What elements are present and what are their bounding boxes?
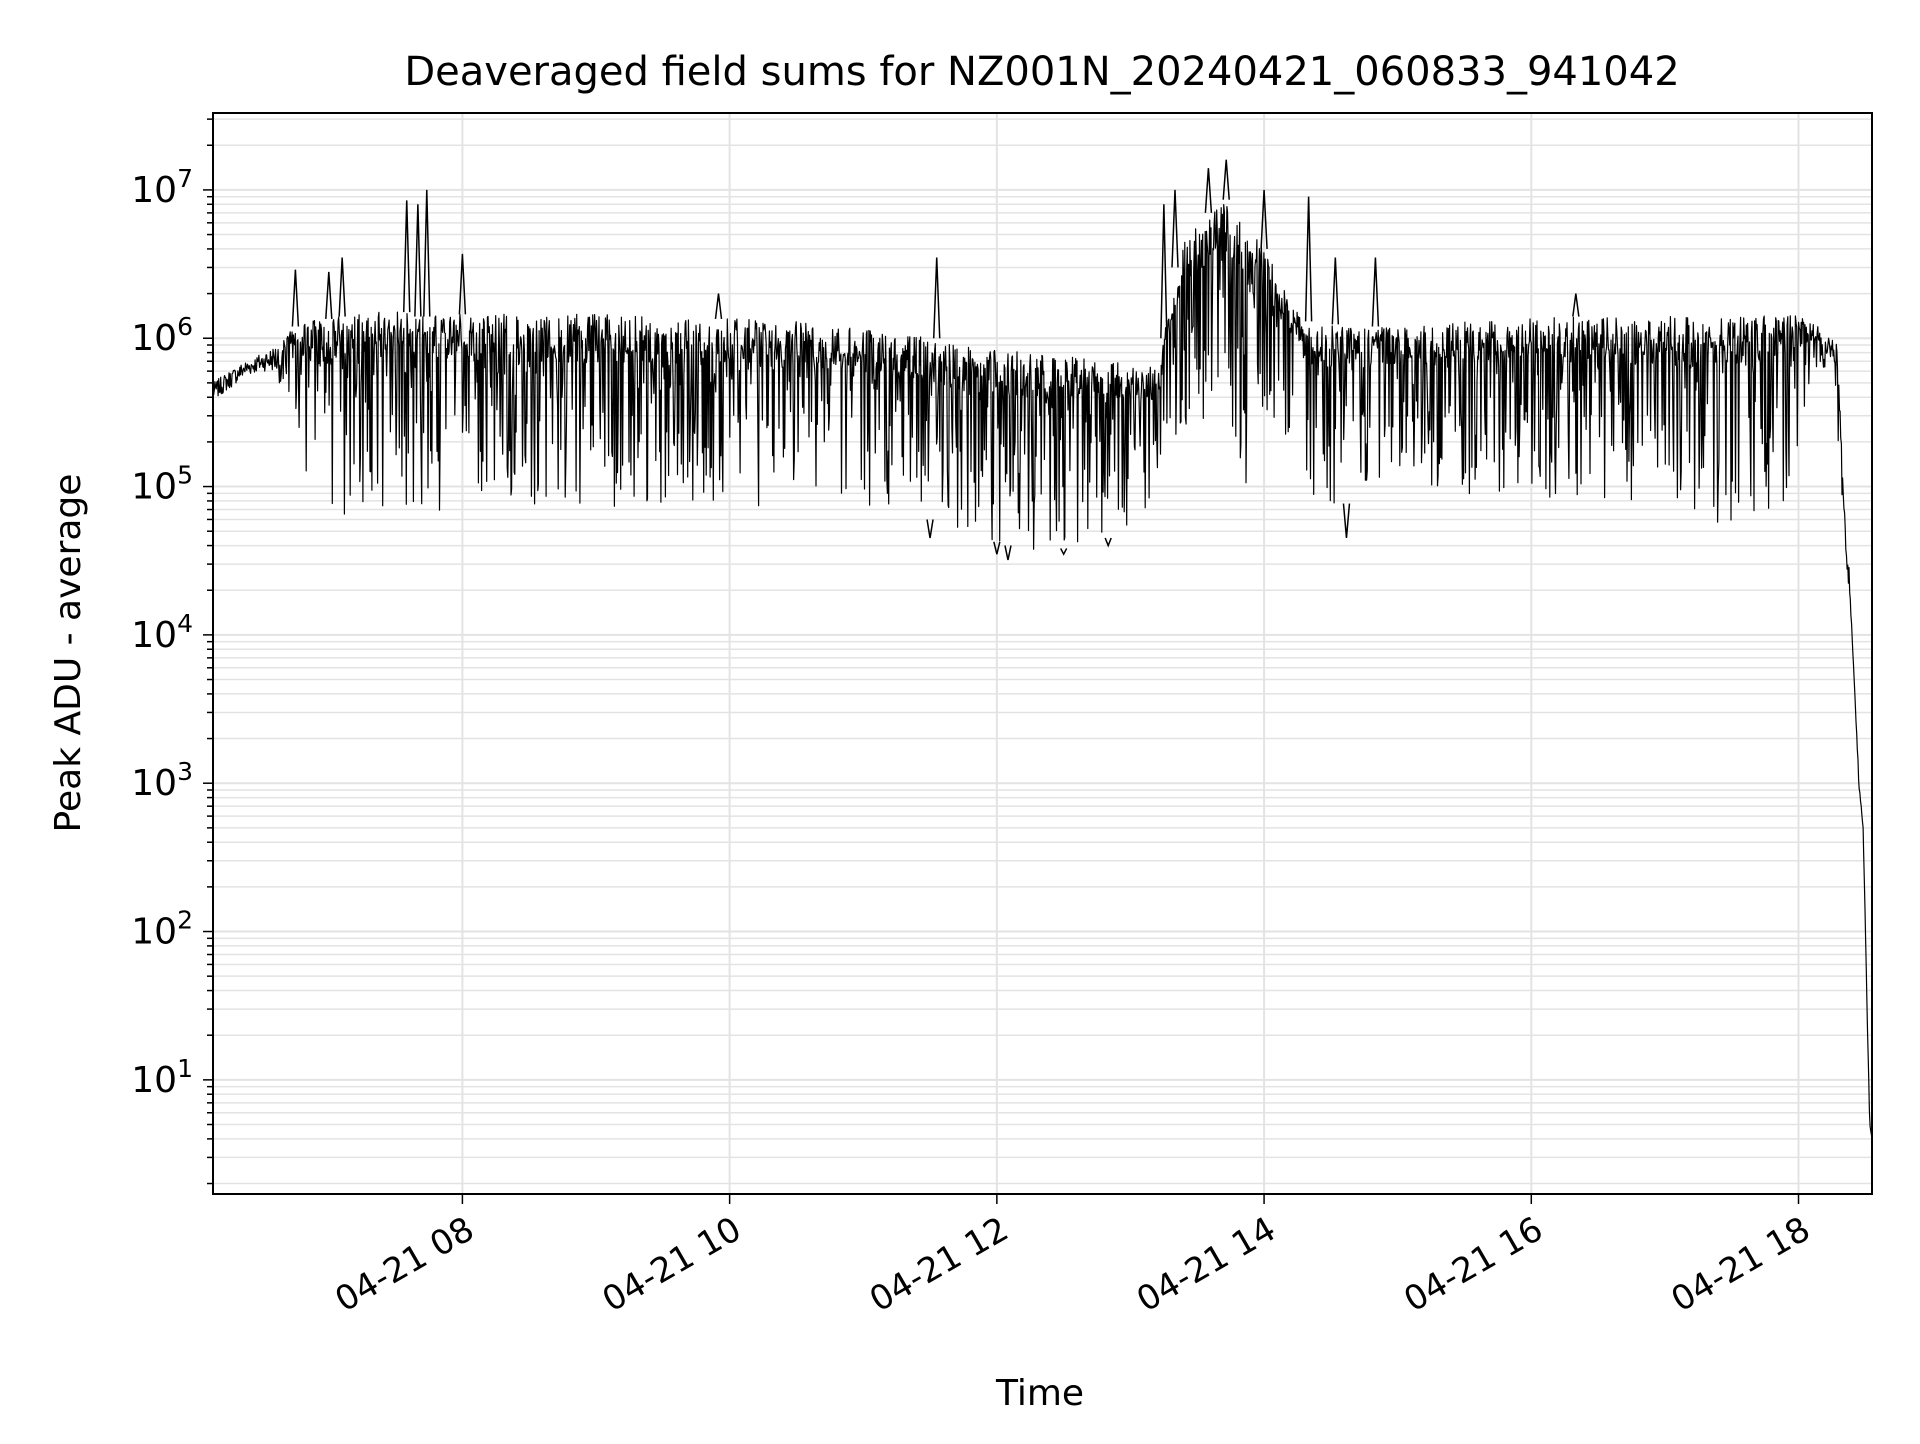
y-tick-label: 101 (131, 1054, 193, 1101)
y-tick-label-exponent: 2 (177, 906, 193, 935)
y-tick-label-exponent: 1 (177, 1054, 193, 1083)
y-tick-label: 107 (131, 164, 193, 211)
series-spike (714, 293, 723, 319)
series-dip (1104, 537, 1112, 548)
series-layer (212, 159, 1873, 1139)
y-tick-label-base: 10 (131, 1060, 177, 1101)
series-dip (1059, 548, 1068, 556)
series-dip (993, 541, 1001, 555)
y-tick-label-exponent: 4 (177, 609, 193, 638)
series-spike (423, 189, 431, 317)
y-tick-label: 106 (131, 312, 193, 359)
y-tick-label: 105 (131, 461, 193, 508)
series-spike (1222, 159, 1230, 200)
y-tick-label-base: 10 (131, 763, 177, 804)
y-tick-label: 103 (131, 757, 193, 804)
y-tick-label: 102 (131, 906, 193, 953)
series-spike (338, 257, 346, 317)
series-dip (1342, 503, 1351, 539)
series-spike (1260, 189, 1268, 249)
series-spike (1204, 168, 1213, 213)
y-tick-label-exponent: 7 (177, 164, 193, 193)
series-dip (926, 519, 934, 539)
series-line (212, 204, 1873, 1139)
series-spike (1572, 293, 1580, 317)
series-spike (402, 200, 411, 313)
y-tick-label-exponent: 5 (177, 461, 193, 490)
series-spike (1304, 196, 1313, 322)
series-spike (1171, 189, 1179, 268)
series-spike (932, 257, 941, 339)
series-spike (1160, 204, 1168, 339)
series-dip (1004, 545, 1012, 561)
series-spike (414, 204, 422, 317)
series-spike (325, 271, 333, 319)
series-spike (1371, 257, 1380, 327)
y-tick-label-base: 10 (131, 318, 177, 359)
y-tick-label-exponent: 3 (177, 757, 193, 786)
chart-title: Deaveraged field sums for NZ001N_2024042… (404, 49, 1679, 95)
plot-frame (212, 112, 1873, 1195)
series-spike (458, 253, 467, 315)
y-tick-label-base: 10 (131, 170, 177, 211)
y-tick-label-base: 10 (131, 615, 177, 656)
series-spike (1331, 257, 1340, 325)
y-axis-label: Peak ADU - average (48, 474, 89, 833)
y-tick-label-base: 10 (131, 467, 177, 508)
y-tick-label: 104 (131, 609, 193, 656)
series-spike (291, 269, 300, 327)
y-tick-label-base: 10 (131, 912, 177, 953)
grid-layer (213, 113, 1872, 1194)
y-tick-label-exponent: 6 (177, 312, 193, 341)
x-axis-label: Time (995, 1373, 1084, 1414)
